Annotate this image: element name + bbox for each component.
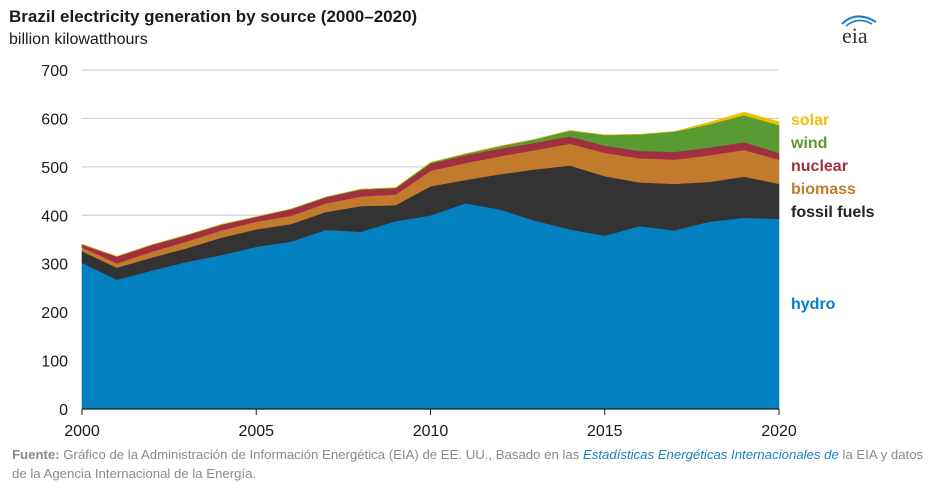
x-tick-label-2005: 2005 bbox=[238, 423, 274, 440]
chart-unit-label: billion kilowatthours bbox=[9, 31, 148, 48]
y-tick-label-600: 600 bbox=[41, 111, 68, 128]
series-label-solar: solar bbox=[791, 112, 829, 129]
x-tick-label-2020: 2020 bbox=[761, 423, 797, 440]
source-text-2: la EIA y datos de la Agencia Internacion… bbox=[12, 447, 924, 481]
area-hydro bbox=[81, 202, 780, 410]
stacked-areas bbox=[81, 111, 780, 410]
y-tick-label-300: 300 bbox=[41, 257, 68, 274]
y-tick-label-500: 500 bbox=[41, 160, 68, 177]
series-label-hydro: hydro bbox=[791, 296, 836, 313]
y-tick-label-700: 700 bbox=[41, 63, 68, 80]
eia-logo-icon: eia bbox=[841, 15, 877, 48]
x-tick-label-2015: 2015 bbox=[587, 423, 623, 440]
source-note: Fuente: Gráfico de la Administración de … bbox=[12, 445, 927, 483]
source-text-1: Gráfico de la Administración de Informac… bbox=[59, 447, 583, 462]
y-tick-label-400: 400 bbox=[41, 208, 68, 225]
y-tick-label-100: 100 bbox=[41, 354, 68, 371]
x-tick-label-2000: 2000 bbox=[64, 423, 100, 440]
area-solar bbox=[81, 111, 780, 257]
series-label-wind: wind bbox=[790, 135, 827, 152]
x-tick-label-2010: 2010 bbox=[413, 423, 449, 440]
chart-title: Brazil electricity generation by source … bbox=[9, 7, 418, 26]
eia-logo: eia bbox=[836, 12, 886, 48]
source-label: Fuente: bbox=[12, 447, 60, 462]
axes: 0 100 200 300 400 500 600 700 2000 2005 2010 2015 20… bbox=[41, 63, 797, 440]
y-tick-label-0: 0 bbox=[59, 402, 68, 419]
y-tick-label-200: 200 bbox=[41, 305, 68, 322]
source-link[interactable]: Estadísticas Energéticas Internacionales… bbox=[582, 447, 839, 462]
logo-text: eia bbox=[842, 23, 868, 46]
series-label-fossil-fuels: fossil fuels bbox=[791, 204, 875, 221]
series-labels: hydro fossil fuels biomass nuclear wind solar bbox=[790, 112, 875, 313]
series-label-nuclear: nuclear bbox=[791, 158, 848, 175]
series-label-biomass: biomass bbox=[791, 181, 856, 198]
